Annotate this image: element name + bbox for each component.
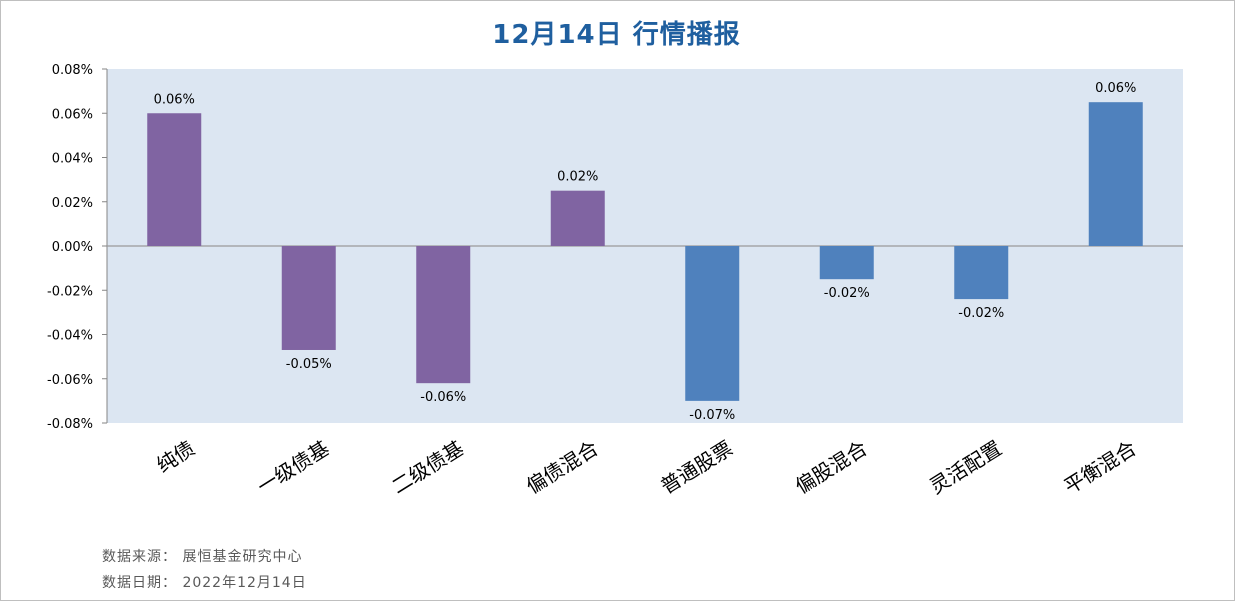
chart-title: 12月14日 行情播报 [492, 20, 741, 50]
x-category-label: 二级债基 [387, 436, 468, 499]
bar [954, 246, 1009, 300]
bar [1088, 102, 1143, 246]
y-tick-label: 0.02% [52, 196, 93, 211]
bar [281, 246, 336, 350]
data-label: -0.06% [420, 390, 466, 405]
x-category-label: 一级债基 [253, 436, 334, 499]
y-tick-label: -0.08% [47, 417, 93, 432]
data-label: -0.02% [958, 306, 1004, 321]
y-tick-label: -0.06% [47, 373, 93, 388]
x-category-label: 灵活配置 [925, 436, 1006, 499]
data-label: 0.02% [557, 170, 598, 185]
data-source-note: 数据来源： 展恒基金研究中心 [102, 549, 303, 565]
data-date-note: 数据日期： 2022年12月14日 [102, 575, 307, 591]
data-label: 0.06% [154, 92, 195, 107]
data-label: 0.06% [1095, 81, 1136, 96]
data-label: -0.05% [286, 357, 332, 372]
bar [550, 190, 605, 246]
bar [685, 246, 740, 401]
y-tick-label: -0.02% [47, 284, 93, 299]
x-category-label: 偏债混合 [522, 436, 603, 499]
x-category-label: 偏股混合 [791, 436, 872, 499]
x-category-label: 纯债 [152, 436, 199, 478]
bar [147, 113, 202, 246]
y-tick-label: -0.04% [47, 329, 93, 344]
y-tick-label: 0.06% [52, 107, 93, 122]
data-label: -0.07% [689, 408, 735, 423]
y-tick-label: 0.00% [52, 240, 93, 255]
y-tick-label: 0.04% [52, 152, 93, 167]
y-tick-label: 0.08% [52, 63, 93, 78]
x-category-label: 平衡混合 [1060, 436, 1141, 499]
bar [819, 246, 874, 280]
data-label: -0.02% [824, 286, 870, 301]
x-category-label: 普通股票 [656, 436, 737, 499]
bar [416, 246, 471, 384]
